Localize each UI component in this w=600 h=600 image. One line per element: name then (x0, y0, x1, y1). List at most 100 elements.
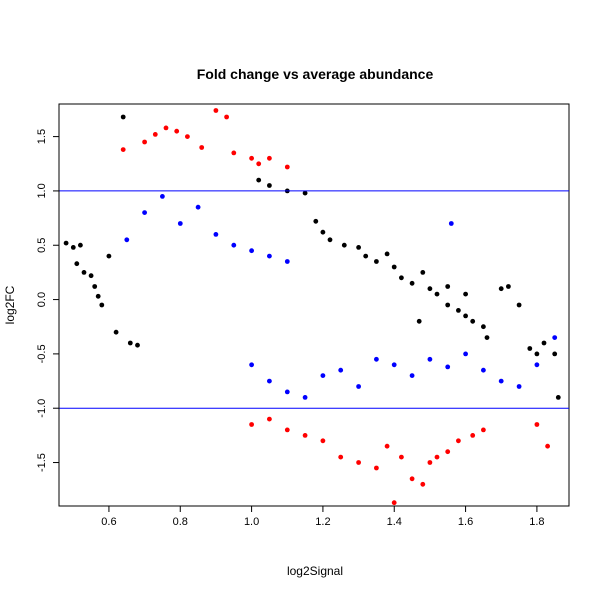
data-point (506, 284, 511, 289)
x-tick-label: 1.6 (458, 516, 473, 528)
data-point (374, 465, 379, 471)
data-point (399, 454, 404, 460)
data-point (534, 362, 540, 368)
data-point (384, 443, 390, 449)
x-tick-label: 1.0 (244, 516, 259, 528)
data-point (106, 253, 112, 259)
data-point (338, 367, 344, 373)
data-point (284, 259, 290, 264)
data-point (327, 237, 333, 243)
data-point (284, 389, 290, 395)
x-axis-label: log2Signal (287, 564, 343, 578)
data-point (320, 373, 326, 378)
data-point (267, 416, 272, 422)
data-point (374, 356, 379, 362)
y-axis-label: log2FC (3, 285, 17, 324)
data-point (448, 221, 454, 226)
data-point (63, 240, 69, 246)
data-point (249, 155, 255, 161)
data-point (399, 275, 404, 281)
data-point (213, 108, 219, 113)
data-point (484, 335, 490, 340)
reference-lines (59, 190, 569, 409)
data-point (516, 302, 522, 308)
y-axis: -1.5 -1.0 -0.5 0.0 0.5 1.0 1.5 (36, 129, 60, 472)
data-point (420, 270, 426, 275)
data-point (534, 422, 540, 427)
data-point (199, 145, 205, 150)
data-point (409, 280, 415, 286)
x-axis: 0.6 0.8 1.0 1.2 1.4 1.6 1.8 (101, 505, 545, 528)
x-tick-label: 1.8 (529, 516, 544, 528)
y-tick-label: 1.5 (36, 129, 48, 144)
y-tick-label: 1.0 (36, 183, 48, 198)
data-point (224, 114, 230, 120)
data-point (534, 351, 540, 357)
data-point (498, 286, 504, 292)
data-point (152, 132, 158, 137)
x-tick-label: 1.2 (315, 516, 330, 528)
data-point (391, 362, 397, 368)
data-point (92, 284, 98, 289)
y-tick-label: 0.0 (36, 292, 48, 307)
chart-title: Fold change vs average abundance (197, 66, 434, 82)
data-point (463, 291, 468, 297)
data-point (78, 242, 83, 248)
data-point (541, 340, 547, 346)
data-point (445, 284, 451, 289)
y-tick-label: -1.5 (36, 453, 48, 472)
data-point (356, 384, 361, 389)
data-point (256, 177, 262, 183)
data-point (267, 253, 272, 259)
plot-frame (58, 103, 570, 507)
data-point (527, 346, 533, 351)
y-tick-label: -0.5 (36, 344, 48, 363)
data-point (284, 164, 290, 170)
data-point (302, 190, 308, 196)
data-point (81, 270, 87, 275)
data-point (284, 427, 290, 433)
data-point (363, 253, 369, 259)
data-point (267, 155, 272, 161)
data-point (456, 438, 461, 444)
points-layer (63, 108, 561, 506)
data-point (74, 261, 80, 267)
data-point (174, 128, 180, 134)
data-point (249, 248, 255, 254)
data-point (456, 308, 461, 313)
data-point (135, 342, 140, 348)
data-point (88, 273, 94, 279)
data-point (142, 210, 148, 216)
x-tick-label: 1.4 (387, 516, 402, 528)
data-point (267, 378, 272, 384)
data-point (498, 378, 504, 384)
data-point (445, 449, 451, 455)
data-point (195, 204, 201, 210)
data-point (463, 351, 468, 357)
data-point (545, 443, 550, 449)
data-point (267, 183, 272, 188)
data-point (516, 384, 522, 389)
data-point (302, 433, 308, 438)
data-point (185, 134, 190, 140)
data-point (163, 125, 169, 131)
data-point (313, 218, 319, 224)
data-point (445, 364, 451, 370)
data-point (552, 335, 558, 340)
data-point (249, 362, 255, 368)
data-point (99, 302, 105, 308)
data-point (481, 324, 486, 330)
data-point (338, 454, 344, 460)
data-point (409, 373, 415, 378)
data-point (470, 318, 476, 324)
data-point (470, 433, 476, 438)
data-point (416, 318, 422, 324)
data-point (113, 329, 119, 335)
data-point (160, 194, 165, 199)
y-tick-label: -1.0 (36, 399, 48, 418)
data-point (552, 351, 558, 357)
data-point (356, 460, 361, 465)
data-point (249, 422, 255, 427)
data-point (256, 161, 262, 167)
